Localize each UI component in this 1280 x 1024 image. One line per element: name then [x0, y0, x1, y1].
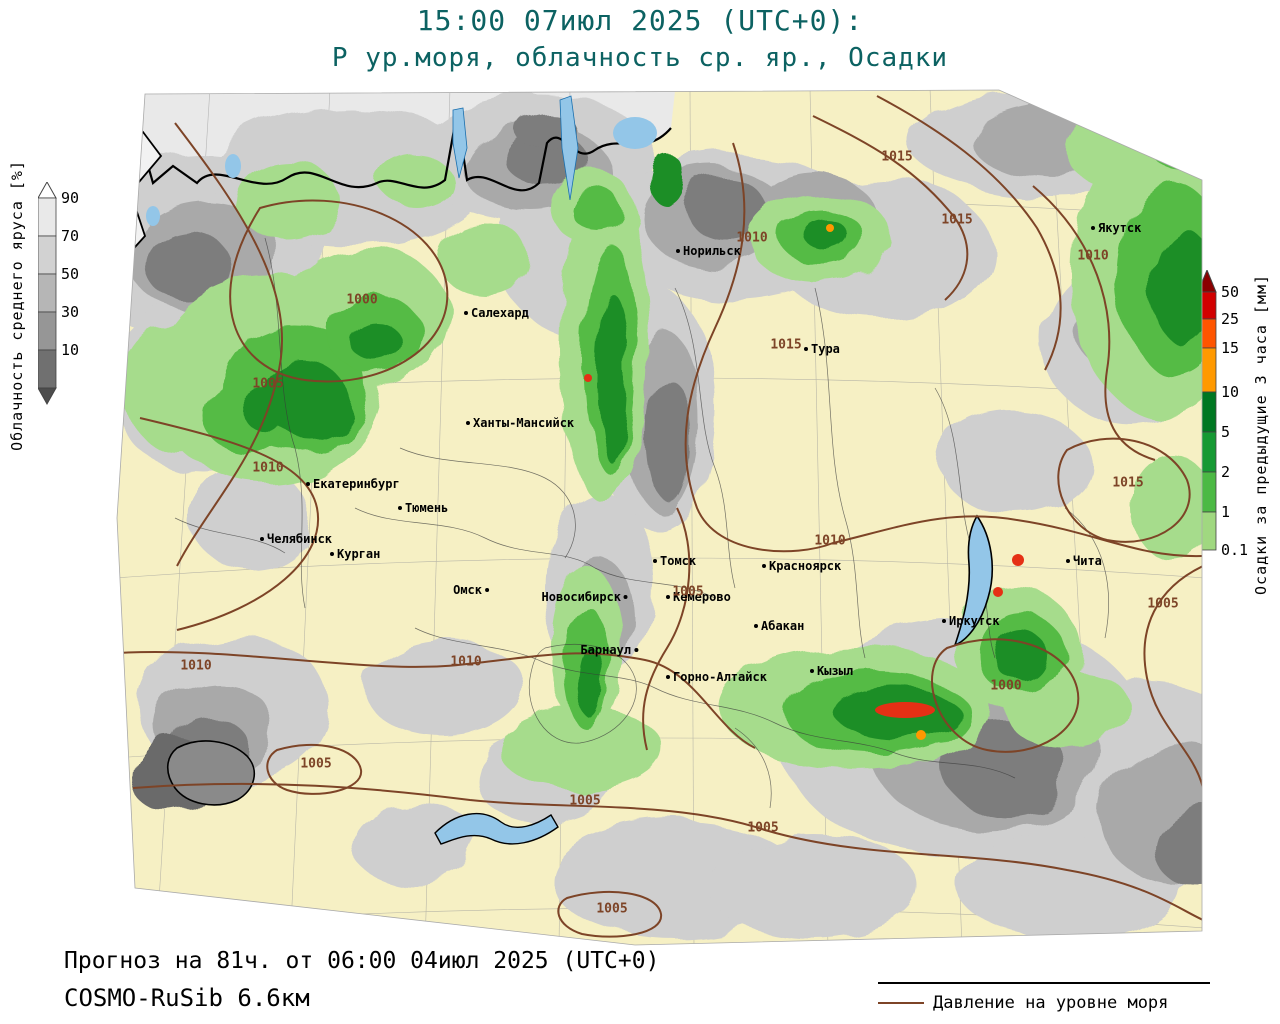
gulf: [452, 107, 468, 179]
colorbar-tick: 2: [1221, 463, 1230, 481]
precip-colorbar: 50 25 15 10 5 2 1 0.1: [1197, 268, 1262, 560]
sea-patch: [613, 117, 657, 149]
page-subtitle: Р ур.моря, облачность ср. яр., Осадки: [331, 43, 949, 73]
colorbar-tick: 0.1: [1221, 541, 1248, 556]
colorbar-tick: 50: [61, 265, 79, 283]
colorbar-tick: 90: [61, 189, 79, 207]
colorbar-tick: 70: [61, 227, 79, 245]
lake: [146, 206, 160, 226]
precip-layer: [123, 106, 1202, 790]
page-title: 15:00 07июл 2025 (UTC+0):: [416, 4, 864, 37]
colorbar-tick: 25: [1221, 310, 1239, 328]
forecast-info: Прогноз на 81ч. от 06:00 04июл 2025 (UTC…: [64, 948, 660, 974]
colorbar-arrow-top: [37, 180, 57, 199]
colorbar-tick: 10: [61, 341, 79, 359]
precip-colorbar-label-box: Осадки за предыдущие 3 часа [мм]: [1250, 262, 1272, 607]
colorbar-svg: 90 70 50 30 10: [37, 180, 79, 406]
isobar-lines: [117, 95, 1202, 938]
title-block: 15:00 07июл 2025 (UTC+0): Р ур.моря, обл…: [0, 4, 1280, 73]
colorbar-segment: [37, 197, 57, 237]
cloud-colorbar-label: Облачность среднего яруса [%]: [8, 159, 26, 451]
lake: [225, 154, 241, 178]
map-canvas: Норильск Салехард Тура Якутск Ханты-Мансийск…: [115, 88, 1205, 948]
colorbar-segment: [37, 273, 57, 313]
pressure-legend-label: Давление на уровне моря: [933, 993, 1169, 1013]
colorbar-tick: 30: [61, 303, 79, 321]
pressure-line-sample: [878, 1002, 924, 1004]
map-frame: [116, 89, 1203, 946]
cloud-colorbar-label-box: Облачность среднего яруса [%]: [6, 140, 28, 470]
colorbar-segment: [37, 235, 57, 275]
colorbar-svg: 50 25 15 10 5 2 1 0.1: [1197, 268, 1248, 559]
colorbar-tick: 50: [1221, 283, 1239, 301]
gulf: [559, 95, 579, 201]
map-svg: [116, 89, 1203, 946]
precip-colorbar-label: Осадки за предыдущие 3 часа [мм]: [1252, 274, 1270, 595]
cloud-colorbar: 90 70 50 30 10: [37, 180, 102, 414]
colorbar-tick: 1: [1221, 503, 1230, 521]
colorbar-tick: 10: [1221, 383, 1239, 401]
colorbar-segment: [37, 311, 57, 351]
coastline: [141, 112, 672, 192]
pressure-legend: Давление на уровне моря: [878, 982, 1210, 1013]
admin-borders: [174, 237, 1109, 809]
colorbar-arrow-bottom: [37, 387, 57, 406]
heavy-precip-spots: [584, 224, 1024, 740]
coast-water: [117, 95, 994, 845]
colorbar-tick: 5: [1221, 423, 1230, 441]
model-name: COSMO-RuSib 6.6км: [64, 984, 310, 1012]
colorbar-segment: [37, 349, 57, 389]
lake-south: [434, 813, 559, 845]
outlined-terrain: [166, 740, 256, 806]
colorbar-tick: 15: [1221, 339, 1239, 357]
